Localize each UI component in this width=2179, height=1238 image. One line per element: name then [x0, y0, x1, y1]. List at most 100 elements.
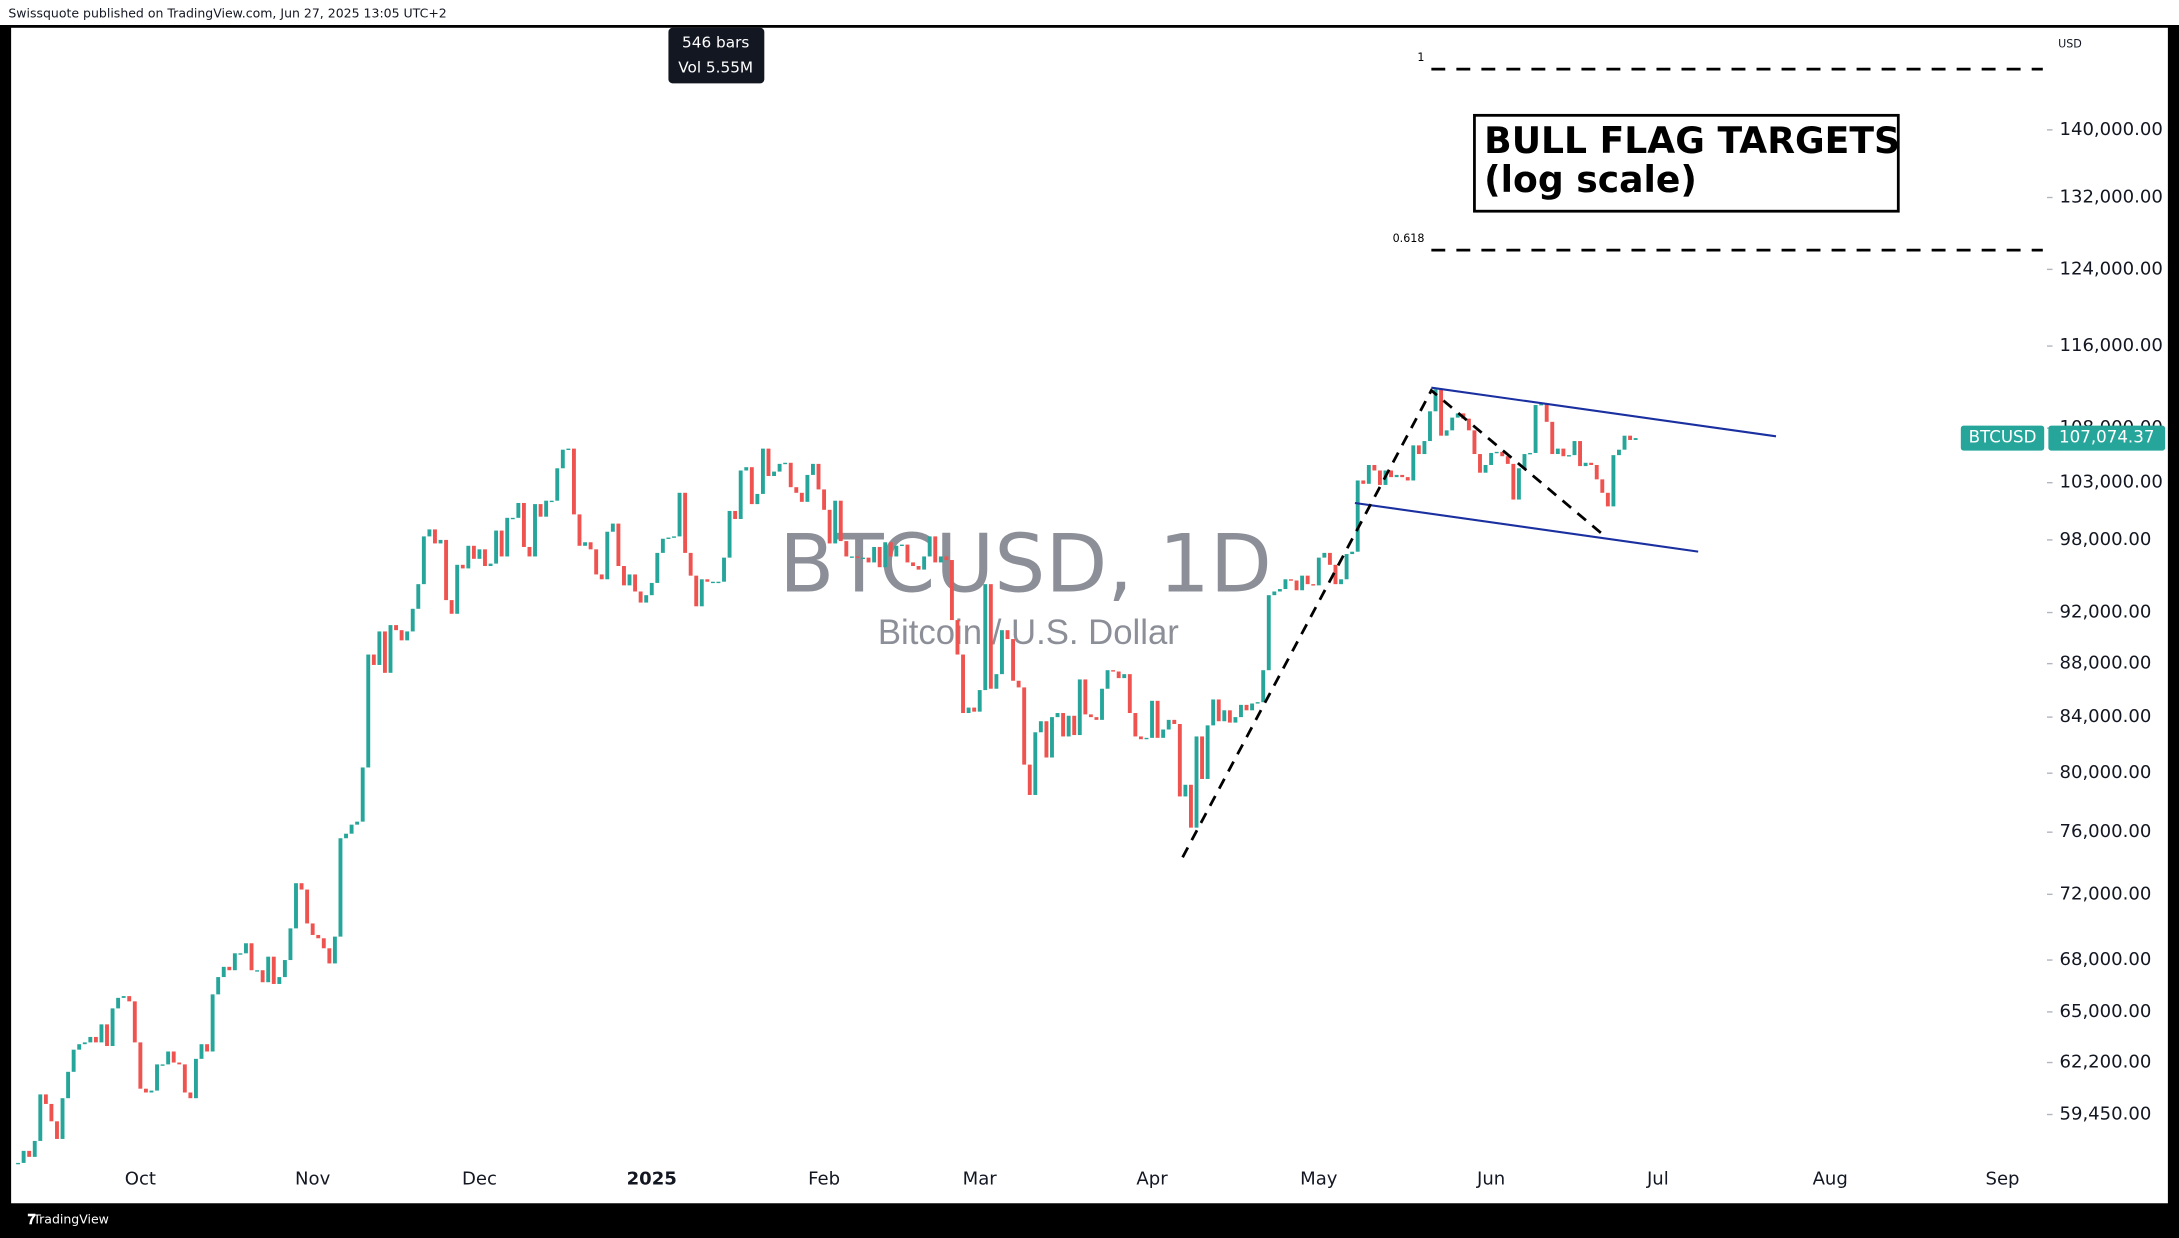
candle [199, 1044, 204, 1059]
price-tag-name: BTCUSD [1969, 428, 2037, 447]
y-tick-label: 68,000.00 [2059, 949, 2151, 970]
candle [788, 462, 793, 488]
candle [1622, 435, 1627, 450]
candle [1244, 704, 1249, 711]
candle [1350, 551, 1355, 555]
y-tick-label: 62,200.00 [2059, 1052, 2151, 1073]
candle [1633, 438, 1638, 440]
candle [216, 977, 221, 995]
footer-logo: 𝟕 [28, 1212, 36, 1228]
candle [1150, 700, 1154, 738]
y-tick-label: 103,000.00 [2059, 472, 2162, 493]
candle [360, 767, 365, 822]
candle [1578, 441, 1582, 467]
candle [644, 595, 649, 603]
candle [972, 707, 977, 712]
candle [238, 953, 243, 955]
candle [499, 530, 504, 557]
channel-upper [1431, 386, 1777, 438]
candle [538, 504, 543, 517]
candle [510, 517, 515, 520]
candle [733, 510, 738, 519]
y-tick-label: 65,000.00 [2059, 1001, 2151, 1022]
candle [171, 1051, 176, 1063]
candle [1411, 445, 1416, 481]
candle [1516, 468, 1521, 500]
candle [310, 923, 315, 935]
candle [755, 493, 760, 505]
candle [1127, 674, 1132, 714]
candle [805, 474, 810, 502]
candle [255, 970, 260, 972]
candle [1361, 480, 1366, 484]
x-tick-label: Oct [125, 1169, 156, 1190]
candle [1261, 670, 1266, 703]
candle [533, 504, 537, 557]
candle [1455, 413, 1460, 418]
candle [827, 509, 832, 544]
channel-lower [1354, 501, 1699, 553]
candle [1000, 630, 1004, 675]
y-tick-label: 132,000.00 [2059, 187, 2162, 208]
candle [282, 960, 287, 978]
candle [1122, 674, 1127, 679]
candle [349, 824, 354, 834]
candle [1094, 717, 1099, 720]
x-tick-label: Mar [963, 1169, 998, 1190]
candle [399, 630, 404, 641]
candle [1400, 474, 1405, 478]
candle [38, 1094, 43, 1141]
candle [21, 1150, 26, 1163]
candle [872, 546, 877, 563]
candle [116, 997, 121, 1009]
candle [1300, 575, 1305, 591]
candle [894, 545, 899, 557]
candle [1266, 595, 1271, 671]
candle [1022, 687, 1027, 765]
candle [949, 560, 954, 621]
candle [633, 574, 638, 592]
candle [405, 631, 410, 641]
candle [271, 956, 276, 984]
candle [1478, 454, 1482, 473]
candle [177, 1062, 182, 1065]
candle [1294, 580, 1299, 591]
y-tick-label: 72,000.00 [2059, 883, 2151, 904]
candle [705, 579, 710, 582]
candle [149, 1090, 154, 1093]
candle [121, 996, 126, 998]
candle [155, 1064, 159, 1091]
candle [1289, 579, 1293, 581]
candle [1466, 418, 1471, 431]
price-tag [2048, 425, 2166, 451]
candle [1239, 704, 1243, 718]
candle [449, 600, 454, 614]
candle [1589, 462, 1594, 465]
watermark-description: Bitcoin / U.S. Dollar [878, 614, 1179, 652]
candle [1555, 448, 1560, 455]
candle [205, 1044, 210, 1052]
candle [710, 581, 715, 584]
candle [744, 467, 749, 471]
candle [99, 1024, 104, 1043]
candle [1183, 784, 1188, 797]
y-tick-label: 92,000.00 [2059, 602, 2151, 623]
candle [244, 943, 248, 954]
candle [666, 537, 671, 539]
candle [1433, 389, 1438, 412]
candle [1138, 736, 1143, 740]
candle [833, 500, 838, 544]
candle [727, 510, 732, 558]
candle [822, 489, 827, 510]
candle [332, 936, 337, 964]
candle [1450, 417, 1455, 431]
candle [861, 557, 865, 560]
x-tick-label: May [1300, 1169, 1338, 1190]
candle [438, 539, 443, 544]
candle [1561, 448, 1566, 457]
footer-bar [0, 1203, 2179, 1238]
candle [994, 674, 999, 689]
candle [355, 821, 360, 825]
y-tick-label: 59,450.00 [2059, 1104, 2151, 1125]
